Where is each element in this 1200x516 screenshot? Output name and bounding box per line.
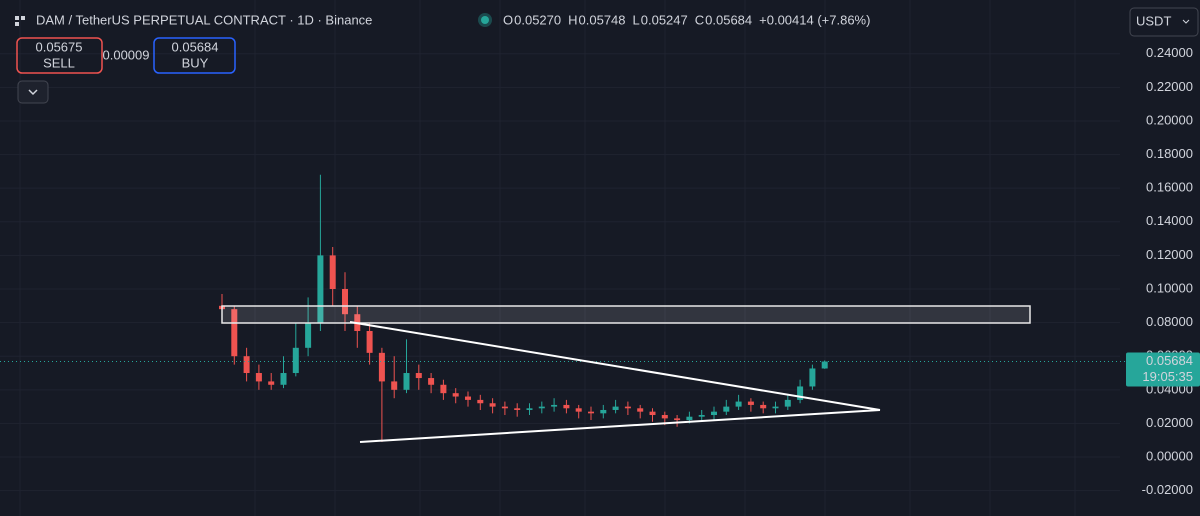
logo: [15, 16, 25, 26]
y-tick-label: -0.02000: [1142, 482, 1193, 497]
spread: 0.00009: [103, 47, 150, 62]
chevron: [28, 89, 38, 96]
y-tick-label: 0.16000: [1146, 180, 1193, 195]
countdown: 19:05:35: [1142, 369, 1193, 384]
candle-body: [231, 309, 238, 357]
candle-body: [551, 404, 558, 407]
ohlc-label: O: [503, 12, 513, 27]
candle-body: [477, 399, 484, 404]
candle-body: [624, 406, 631, 409]
grid: [0, 0, 1120, 516]
ohlc-label: L: [633, 12, 640, 27]
drawn-box: [221, 305, 1031, 324]
candle-body: [575, 408, 582, 412]
candle-body: [772, 406, 779, 409]
chevron: [1182, 19, 1190, 24]
y-tick-label: 0.08000: [1146, 314, 1193, 329]
ohlc-value: 0.05247: [641, 12, 688, 27]
y-tick-label: 0.14000: [1146, 213, 1193, 228]
buy-button[interactable]: [153, 37, 236, 74]
y-tick-label: 0.20000: [1146, 112, 1193, 127]
y-tick-label: 0.22000: [1146, 79, 1193, 94]
candle-body: [686, 416, 693, 421]
candle-body: [403, 373, 410, 390]
candle-body: [674, 418, 681, 421]
candle-body: [428, 378, 435, 385]
plot: [0, 174, 1126, 442]
candle-body: [711, 411, 717, 416]
ohlc-value: 0.05270: [514, 12, 561, 27]
candle-body: [637, 408, 644, 412]
candle-body: [243, 356, 250, 374]
candle-body: [723, 406, 730, 412]
y-tick-label: 0.24000: [1146, 45, 1193, 60]
currency-select[interactable]: [1129, 7, 1199, 37]
ohlc-label: C: [695, 12, 704, 27]
candle-body: [735, 401, 742, 407]
candle-body: [280, 373, 287, 385]
candle-body: [526, 408, 533, 410]
candle-body: [452, 393, 459, 397]
sell-button[interactable]: [16, 37, 103, 74]
y-tick-label: 0.02000: [1146, 415, 1193, 430]
y-tick-label: 0.00000: [1146, 448, 1193, 463]
candle-body: [747, 401, 754, 405]
candle-body: [760, 404, 767, 409]
candle-body: [391, 381, 398, 390]
candle-body: [698, 415, 705, 417]
candle-body: [649, 411, 656, 416]
candle-body: [305, 322, 312, 348]
status-dot: [481, 16, 489, 24]
trend-line: [359, 409, 881, 443]
candle-body: [501, 406, 508, 409]
ohlc-value: 0.05748: [579, 12, 626, 27]
candle-body: [378, 352, 385, 382]
y-tick-label: 0.18000: [1146, 146, 1193, 161]
candle-body: [366, 331, 373, 353]
candle-body: [489, 403, 496, 407]
candle-body: [612, 406, 619, 410]
buy-label: BUY: [182, 55, 209, 70]
price-tag: [1126, 352, 1200, 387]
buy-price: 0.05684: [172, 39, 219, 54]
symbol: DAM / TetherUS PERPETUAL CONTRACT · 1D ·…: [36, 12, 372, 27]
ohlc-value: 0.05684: [705, 12, 752, 27]
price-tag-value: 0.05684: [1146, 353, 1193, 368]
candle-body: [809, 368, 816, 387]
candle-body: [329, 255, 336, 290]
candle-body: [661, 415, 668, 419]
candle-body: [255, 373, 262, 382]
candle-body: [538, 406, 545, 409]
collapse-button[interactable]: [17, 80, 49, 104]
candle-body: [600, 409, 607, 414]
ohlc-label: H: [568, 12, 577, 27]
candle-body: [465, 396, 471, 400]
candle-body: [821, 361, 828, 369]
candle-body: [415, 373, 422, 379]
y-tick-label: 0.12000: [1146, 247, 1193, 262]
candle-body: [268, 381, 275, 385]
change: +0.00414 (+7.86%): [759, 12, 870, 27]
ohlc: O 0.05270 H 0.05748 L 0.05247 C 0.05684: [503, 12, 752, 27]
candle-body: [797, 386, 804, 400]
candle-body: [514, 408, 521, 410]
candle-body: [317, 255, 324, 323]
trend-line: [349, 321, 881, 411]
y-tick-label: 0.10000: [1146, 280, 1193, 295]
candle-body: [563, 404, 570, 409]
sell-price: 0.05675: [36, 39, 83, 54]
candle-body: [292, 347, 299, 374]
price-axis: 0.24000 0.22000 0.20000 0.18000 0.16000 0.140…: [1126, 45, 1200, 497]
candle-body: [342, 289, 348, 315]
sell-label: SELL: [43, 55, 75, 70]
candle-body: [784, 399, 791, 407]
candle-body: [440, 384, 447, 394]
candle-body: [588, 411, 594, 414]
currency: USDT: [1136, 13, 1171, 28]
